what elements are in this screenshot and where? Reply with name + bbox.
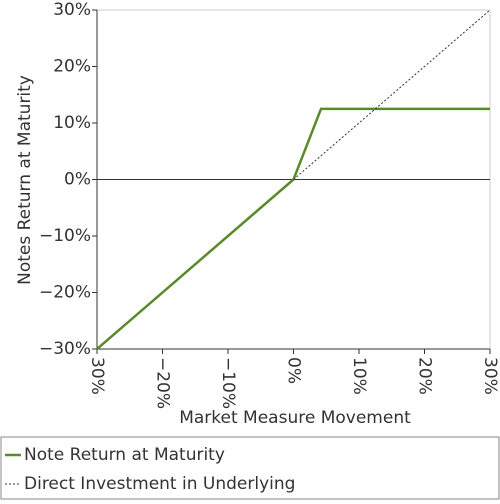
y-tick-label: −30% <box>39 339 91 359</box>
x-tick-label: −10% <box>218 357 238 409</box>
x-tick-label: 0% <box>284 357 304 384</box>
x-tick-label: −20% <box>153 357 173 409</box>
x-tick-label: 30% <box>480 357 500 395</box>
legend-label: Direct Investment in Underlying <box>24 474 295 494</box>
y-tick-label: 30% <box>53 0 91 20</box>
y-tick-label: 20% <box>53 57 91 77</box>
x-tick-label: 30% <box>87 357 107 395</box>
x-tick-label: 10% <box>349 357 369 395</box>
series-line <box>293 9 491 180</box>
x-axis-label: Market Measure Movement <box>179 408 411 428</box>
legend-label: Note Return at Maturity <box>24 445 225 465</box>
x-tick-label: 20% <box>415 357 435 395</box>
legend-box <box>0 436 500 500</box>
y-tick-label: 10% <box>53 113 91 133</box>
y-tick-label: 0% <box>64 170 91 190</box>
y-tick-label: −20% <box>39 283 91 303</box>
y-tick-label: −10% <box>39 226 91 246</box>
y-axis-label: Notes Return at Maturity <box>15 75 35 285</box>
series-line <box>96 107 490 350</box>
